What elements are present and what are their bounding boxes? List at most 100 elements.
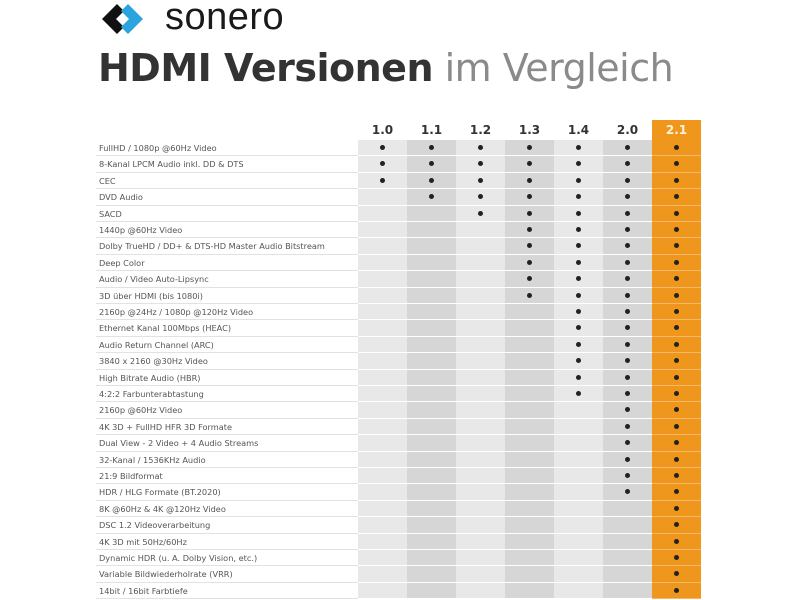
supported-dot-icon xyxy=(674,259,679,265)
supported-dot-icon xyxy=(527,259,532,265)
support-cell xyxy=(407,353,456,370)
support-cell xyxy=(407,533,456,550)
support-cell xyxy=(407,156,456,173)
version-header-1-0: 1.0 xyxy=(371,123,394,137)
support-cell xyxy=(505,451,554,468)
supported-dot-icon xyxy=(527,276,532,282)
supported-dot-icon xyxy=(625,194,630,200)
support-cell xyxy=(652,582,701,600)
support-cell xyxy=(603,566,652,583)
support-cell xyxy=(456,156,505,173)
supported-dot-icon xyxy=(625,423,630,429)
support-cell xyxy=(554,533,603,550)
supported-dot-icon xyxy=(478,194,483,200)
supported-dot-icon xyxy=(674,407,679,413)
supported-dot-icon xyxy=(674,473,679,478)
support-cell xyxy=(358,189,407,206)
support-cell xyxy=(554,336,603,354)
support-cell xyxy=(652,566,701,583)
support-cell xyxy=(652,435,701,452)
supported-dot-icon xyxy=(478,161,483,167)
support-cell xyxy=(456,435,505,452)
feature-label: 32-Kanal / 1536KHz Audio xyxy=(96,452,361,468)
support-cell xyxy=(407,550,456,567)
support-cell xyxy=(505,566,554,583)
version-header-1-3: 1.3 xyxy=(518,123,541,137)
brand-name: sonero xyxy=(165,0,285,38)
supported-dot-icon xyxy=(674,522,679,528)
table-row: 2160p @24Hz / 1080p @120Hz Video xyxy=(96,304,701,321)
support-cell xyxy=(652,550,701,567)
support-cell xyxy=(554,140,603,157)
support-cell xyxy=(358,435,407,452)
support-cell xyxy=(652,402,701,419)
support-cell xyxy=(358,566,407,583)
supported-dot-icon xyxy=(576,259,581,265)
support-cell xyxy=(554,435,603,452)
support-cell xyxy=(652,484,701,501)
support-cell xyxy=(505,189,554,206)
table-row: 32-Kanal / 1536KHz Audio xyxy=(96,451,701,468)
support-cell xyxy=(554,418,603,436)
support-cell xyxy=(554,254,603,272)
support-cell xyxy=(554,500,603,518)
support-cell xyxy=(358,254,407,272)
table-row: Audio / Video Auto-Lipsync xyxy=(96,271,701,288)
support-cell xyxy=(358,517,407,534)
support-cell xyxy=(554,353,603,370)
support-cell xyxy=(603,533,652,550)
support-cell xyxy=(407,369,456,386)
sonero-logo-icon xyxy=(102,4,143,34)
support-cell xyxy=(407,205,456,222)
feature-label: HDR / HLG Formate (BT.2020) xyxy=(96,484,361,501)
supported-dot-icon xyxy=(625,161,630,167)
support-cell xyxy=(505,418,554,436)
support-cell xyxy=(652,517,701,534)
support-cell xyxy=(358,468,407,485)
support-cell xyxy=(505,500,554,518)
supported-dot-icon xyxy=(625,292,630,298)
support-cell xyxy=(407,172,456,190)
support-cell xyxy=(456,533,505,550)
support-cell xyxy=(652,533,701,550)
support-cell xyxy=(358,222,407,239)
table-row: Dual View - 2 Video + 4 Audio Streams xyxy=(96,435,701,452)
supported-dot-icon xyxy=(625,341,630,347)
supported-dot-icon xyxy=(576,194,581,200)
feature-label: 4:2:2 Farbunterabtastung xyxy=(96,386,361,403)
support-cell xyxy=(652,271,701,288)
supported-dot-icon xyxy=(576,227,581,232)
support-cell xyxy=(358,484,407,501)
support-cell xyxy=(407,418,456,436)
version-header-2-0: 2.0 xyxy=(616,123,639,137)
support-cell xyxy=(505,156,554,173)
support-cell xyxy=(407,189,456,206)
support-cell xyxy=(554,287,603,304)
support-cell xyxy=(652,156,701,173)
support-cell xyxy=(456,320,505,337)
support-cell xyxy=(652,189,701,206)
feature-label: Deep Color xyxy=(96,255,361,272)
supported-dot-icon xyxy=(674,177,679,183)
support-cell xyxy=(554,468,603,485)
support-cell xyxy=(603,156,652,173)
support-cell xyxy=(358,336,407,354)
table-row: 4K 3D mit 50Hz/60Hz xyxy=(96,533,701,550)
table-row: FullHD / 1080p @60Hz Video xyxy=(96,140,701,157)
support-cell xyxy=(505,582,554,600)
support-cell xyxy=(358,320,407,337)
table-row: DSC 1.2 Videoverarbeitung xyxy=(96,517,701,534)
support-cell xyxy=(456,336,505,354)
support-cell xyxy=(603,418,652,436)
support-cell xyxy=(554,386,603,403)
support-cell xyxy=(456,254,505,272)
supported-dot-icon xyxy=(674,309,679,314)
support-cell xyxy=(505,402,554,419)
feature-label: Dual View - 2 Video + 4 Audio Streams xyxy=(96,435,361,452)
feature-label: 8K @60Hz & 4K @120Hz Video xyxy=(96,501,361,518)
support-cell xyxy=(358,533,407,550)
support-cell xyxy=(358,418,407,436)
feature-label: 3D über HDMI (bis 1080i) xyxy=(96,288,361,304)
support-cell xyxy=(358,550,407,567)
supported-dot-icon xyxy=(625,440,630,446)
